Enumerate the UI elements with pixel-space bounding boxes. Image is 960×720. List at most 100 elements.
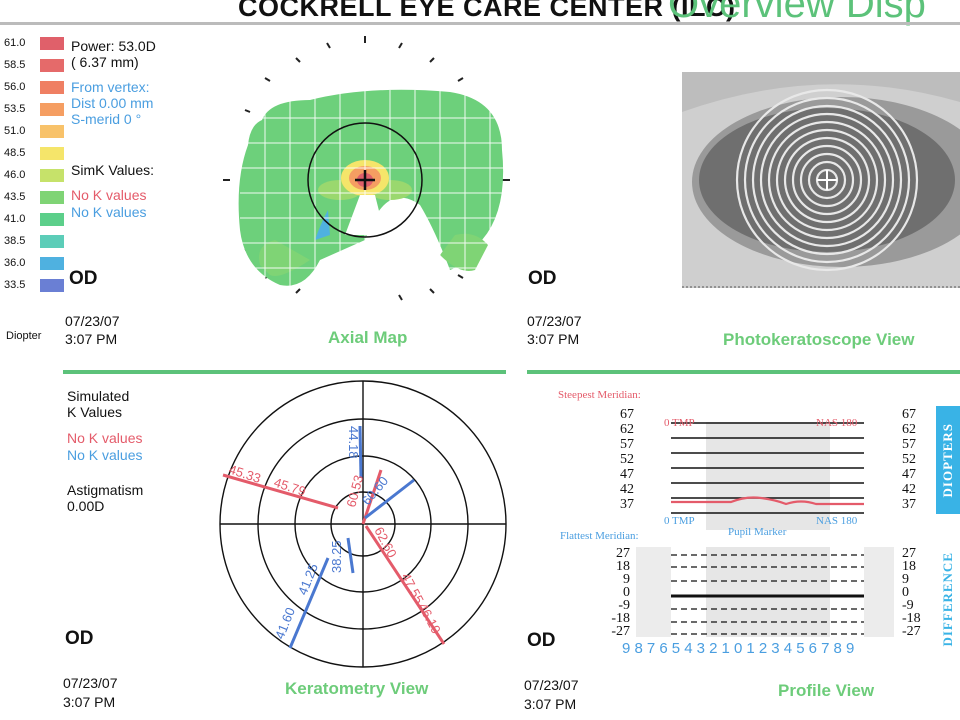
divider-right	[527, 370, 960, 374]
scale-swatch	[40, 169, 64, 182]
axial-map[interactable]	[220, 30, 520, 310]
axis-tick-label: 27	[616, 546, 630, 561]
axis-tick-label: 0	[623, 585, 630, 600]
scale-value: 43.5	[4, 191, 26, 203]
axis-tick-label: 18	[902, 559, 916, 574]
difference-tab[interactable]: DIFFERENCE	[936, 535, 960, 663]
axis-tick-label: 52	[902, 452, 916, 467]
steepest-meridian-label: Steepest Meridian:	[558, 389, 641, 401]
scale-value: 53.5	[4, 103, 26, 115]
axis-tick-label: 9	[623, 572, 630, 587]
axis-tick-label: 37	[902, 497, 916, 512]
axial-zone-ring	[307, 122, 423, 238]
axis-tick-label: 42	[620, 482, 634, 497]
scale-swatch	[40, 37, 64, 50]
kerato-blue-value: No K values	[67, 447, 143, 463]
reading-38-25: 38.25	[329, 540, 344, 573]
scale-value: 56.0	[4, 81, 26, 93]
scale-value: 51.0	[4, 125, 26, 137]
difference-tab-label: DIFFERENCE	[940, 551, 955, 647]
steep-profile-curve	[671, 496, 864, 506]
profile-date: 07/23/07	[524, 677, 579, 693]
scale-unit-label: Diopter	[6, 330, 42, 342]
axis-tick-label: 67	[902, 407, 916, 422]
axis-tick-label: 27	[902, 546, 916, 561]
photo-center-cross	[817, 170, 837, 190]
header-divider	[0, 22, 960, 25]
axis-tick-label: 42	[902, 482, 916, 497]
scale-entry: 46.0	[0, 166, 70, 186]
axis-tick-label: -9	[618, 598, 630, 613]
scale-swatch	[40, 213, 64, 226]
scale-entry: 43.5	[0, 188, 70, 208]
divider-left	[63, 370, 506, 374]
color-scale: 61.0 58.5 56.0 53.5 51.0 48.5 46.0 43.5 41.0 38.5…	[0, 34, 70, 292]
scale-swatch	[40, 125, 64, 138]
profile-view-title: Profile View	[778, 681, 875, 700]
scale-swatch	[40, 257, 64, 270]
axis-tick-label: 62	[620, 422, 634, 437]
scale-entry: 61.0	[0, 34, 70, 54]
kerato-date: 07/23/07	[63, 675, 118, 691]
reading-41-25: 41.25	[295, 561, 321, 597]
profile-chart[interactable]: 0 TMP NAS 180 0 TMP NAS 180 Pupil Marker	[636, 400, 902, 645]
scale-entry: 48.5	[0, 144, 70, 164]
scale-value: 38.5	[4, 235, 26, 247]
photo-eye-label: OD	[528, 268, 557, 289]
power-line2: ( 6.37 mm)	[71, 54, 139, 70]
scale-value: 61.0	[4, 37, 26, 49]
profile-x-ticks: 9876543210123456789	[622, 640, 859, 657]
diopters-tab[interactable]: DIOPTERS	[936, 406, 960, 514]
photokeratoscope-image[interactable]	[682, 72, 960, 288]
scale-entry: 36.0	[0, 254, 70, 274]
axial-eye-label: OD	[69, 268, 98, 289]
axial-grid	[240, 90, 505, 290]
pupil-zone-lower	[706, 547, 830, 637]
scale-entry: 58.5	[0, 56, 70, 76]
scale-swatch	[40, 279, 64, 292]
scale-swatch	[40, 59, 64, 72]
kerato-red-value: No K values	[67, 430, 143, 446]
axis-tick-label: 67	[620, 407, 634, 422]
axis-tick-label: 9	[902, 572, 909, 587]
scale-entry: 51.0	[0, 122, 70, 142]
scale-swatch	[40, 235, 64, 248]
astigmatism-label: Astigmatism	[67, 482, 144, 498]
photo-date: 07/23/07	[527, 313, 582, 329]
scale-value: 36.0	[4, 257, 26, 269]
scale-value: 41.0	[4, 213, 26, 225]
difference-gridlines	[671, 554, 864, 635]
axial-center-marker	[355, 170, 375, 190]
reading-46-10: 46.10	[415, 600, 444, 636]
scale-entry: 53.5	[0, 100, 70, 120]
profile-eye-label: OD	[527, 630, 556, 651]
axis-tick-label: 62	[902, 422, 916, 437]
diopters-tab-label: DIOPTERS	[940, 422, 955, 498]
flattest-meridian-label: Flattest Meridian:	[560, 530, 639, 542]
power-line1: Power: 53.0D	[71, 38, 156, 54]
photokeratoscope-title: Photokeratoscope View	[723, 330, 915, 349]
scale-swatch	[40, 147, 64, 160]
reading-47-55: 47.55	[398, 570, 427, 606]
scale-entry: 33.5	[0, 276, 70, 296]
axis-tick-label: -9	[902, 598, 914, 613]
lower-edge-left	[636, 547, 671, 637]
reading-44-18: 44.18	[346, 426, 361, 459]
kerato-simk-line1: Simulated	[67, 388, 130, 404]
scale-entry: 41.0	[0, 210, 70, 230]
scale-swatch	[40, 191, 64, 204]
kerato-eye-label: OD	[65, 628, 94, 649]
keratometry-diagram[interactable]: 45.33 45.79 60.53 44.18 60.60 38.25 41.6…	[218, 378, 508, 670]
axis-tick-label: -18	[611, 611, 630, 626]
profile-time: 3:07 PM	[524, 696, 577, 712]
scale-swatch	[40, 103, 64, 116]
kerato-readings: 45.33 45.79 60.53 44.18 60.60 38.25 41.6…	[227, 426, 444, 641]
axis-tick-label: 0	[902, 585, 909, 600]
photo-upper-lid	[682, 72, 960, 112]
axis-tick-label: 57	[620, 437, 634, 452]
flat-tmp-label: 0 TMP	[664, 515, 695, 527]
axis-tick-label: 52	[620, 452, 634, 467]
report-title: COCKRELL EYE CARE CENTER (ILC)	[238, 0, 736, 22]
scale-entry: 38.5	[0, 232, 70, 252]
scale-value: 58.5	[4, 59, 26, 71]
